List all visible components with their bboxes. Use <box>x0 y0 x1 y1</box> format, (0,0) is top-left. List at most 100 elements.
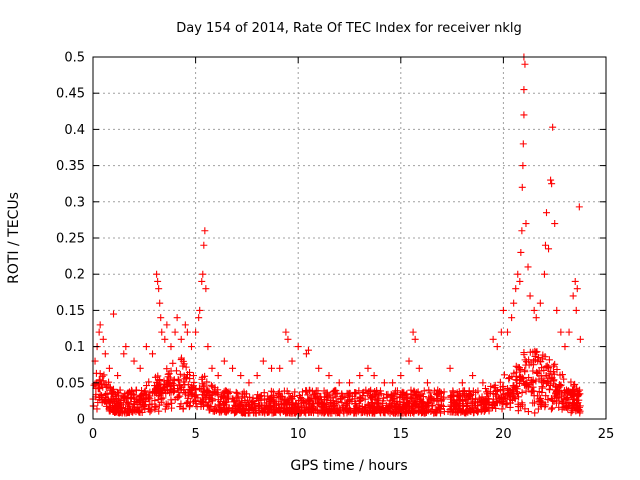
band-point <box>415 403 423 411</box>
data-point <box>325 372 333 380</box>
band-point <box>233 397 241 405</box>
band-point <box>515 376 523 384</box>
band-point <box>322 389 330 397</box>
band-point <box>438 401 446 409</box>
band-point <box>151 373 159 381</box>
band-point <box>311 389 319 397</box>
band-point <box>521 366 529 374</box>
data-point <box>545 245 553 253</box>
band-point <box>351 388 359 396</box>
band-point <box>157 395 165 403</box>
data-point <box>551 220 559 228</box>
data-point <box>114 372 122 380</box>
band-point <box>167 396 175 404</box>
data-point <box>520 86 528 94</box>
band-point <box>396 394 404 402</box>
band-point <box>287 407 295 415</box>
band-point <box>203 378 211 386</box>
band-point <box>189 372 197 380</box>
band-point <box>569 396 577 404</box>
band-point <box>467 406 475 414</box>
band-point <box>463 395 471 403</box>
data-point <box>259 357 267 365</box>
band-point <box>127 395 135 403</box>
band-point <box>483 390 491 398</box>
band-point <box>361 404 369 412</box>
band-point <box>365 388 373 396</box>
y-tick-label: 0.4 <box>64 123 85 138</box>
data-point <box>518 227 526 235</box>
data-point <box>540 270 548 278</box>
data-point <box>171 328 179 336</box>
data-point <box>181 321 189 329</box>
band-point <box>500 371 508 379</box>
band-point <box>524 408 532 416</box>
band-point <box>391 402 399 410</box>
band-point <box>348 397 356 405</box>
band-point <box>203 386 211 394</box>
band-point <box>203 401 211 409</box>
band-point <box>518 399 526 407</box>
band-point <box>306 404 314 412</box>
band-point <box>416 392 424 400</box>
band-point <box>386 403 394 411</box>
band-point <box>459 402 467 410</box>
band-point <box>107 386 115 394</box>
band-point <box>276 407 284 415</box>
band-point <box>255 402 263 410</box>
band-point <box>400 398 408 406</box>
band-point <box>496 378 504 386</box>
data-point <box>110 310 118 318</box>
data-point <box>304 346 312 354</box>
band-point <box>200 396 208 404</box>
band-point <box>241 409 249 417</box>
band-point <box>151 397 159 405</box>
band-point <box>261 395 269 403</box>
band-point <box>541 401 549 409</box>
band-point <box>351 409 359 417</box>
band-point <box>169 359 177 367</box>
band-point <box>556 371 564 379</box>
band-point <box>393 397 401 405</box>
band-point <box>232 388 240 396</box>
data-point <box>302 350 310 358</box>
band-point <box>525 361 533 369</box>
band-point <box>389 395 397 403</box>
band-point <box>418 398 426 406</box>
band-point <box>323 396 331 404</box>
band-point <box>219 392 227 400</box>
band-point <box>505 389 513 397</box>
data-point <box>130 357 138 365</box>
band-point <box>320 409 328 417</box>
band-point <box>177 386 185 394</box>
band-point <box>331 390 339 398</box>
band-point <box>481 406 489 414</box>
x-tick-label: 25 <box>598 427 615 442</box>
data-point <box>155 285 163 293</box>
band-point <box>546 381 554 389</box>
band-point <box>530 392 538 400</box>
band-point <box>189 382 197 390</box>
data-point <box>136 364 144 372</box>
data-point <box>380 379 388 387</box>
band-point <box>274 389 282 397</box>
band-point <box>433 397 441 405</box>
band-point <box>563 403 571 411</box>
data-point <box>200 241 208 249</box>
data-point <box>517 248 525 256</box>
band-point <box>570 382 578 390</box>
band-point <box>143 382 151 390</box>
band-point <box>346 405 354 413</box>
data-point <box>542 209 550 217</box>
data-point <box>364 364 372 372</box>
band-point <box>449 387 457 395</box>
data-point <box>276 364 284 372</box>
band-point <box>102 396 110 404</box>
band-point <box>571 380 579 388</box>
band-point <box>95 376 103 384</box>
band-point <box>315 399 323 407</box>
band-point <box>529 399 537 407</box>
band-point <box>474 387 482 395</box>
band-point <box>428 395 436 403</box>
data-point <box>288 357 296 365</box>
